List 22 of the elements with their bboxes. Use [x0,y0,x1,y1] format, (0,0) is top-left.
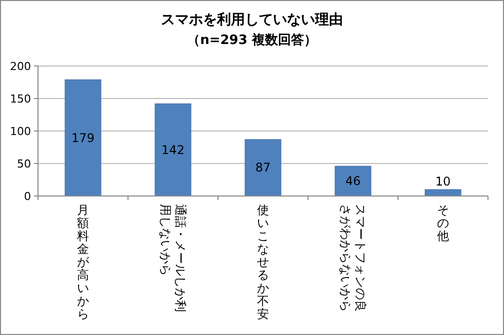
bar [424,189,462,196]
chart-subtitle: （n=293 複数回答） [187,32,317,48]
y-tick-label: 200 [10,60,31,73]
data-label: 142 [162,142,184,157]
data-label: 87 [255,160,271,175]
y-tick-label: 150 [10,92,31,106]
x-tick-label: スマートフォンの良さがわからないから [338,204,368,312]
category-label: 月額料金が高いから [77,203,89,321]
x-tick-label: 通話・メールしか利用しないから [158,204,188,312]
category-label: 使いこなせるか不安 [257,203,269,321]
bar [154,103,192,196]
bar [334,166,372,196]
y-tick-label: 50 [17,158,31,170]
y-tick-label: 0 [24,190,31,203]
data-label: 10 [435,174,451,188]
x-tick-label: その他 [437,203,449,243]
y-tick-label: 100 [10,125,31,138]
bar [64,79,102,196]
data-label: 46 [345,174,361,188]
chart-title: スマホを利用していない理由 [161,12,343,28]
data-label: 179 [72,130,94,145]
bar [244,139,282,196]
